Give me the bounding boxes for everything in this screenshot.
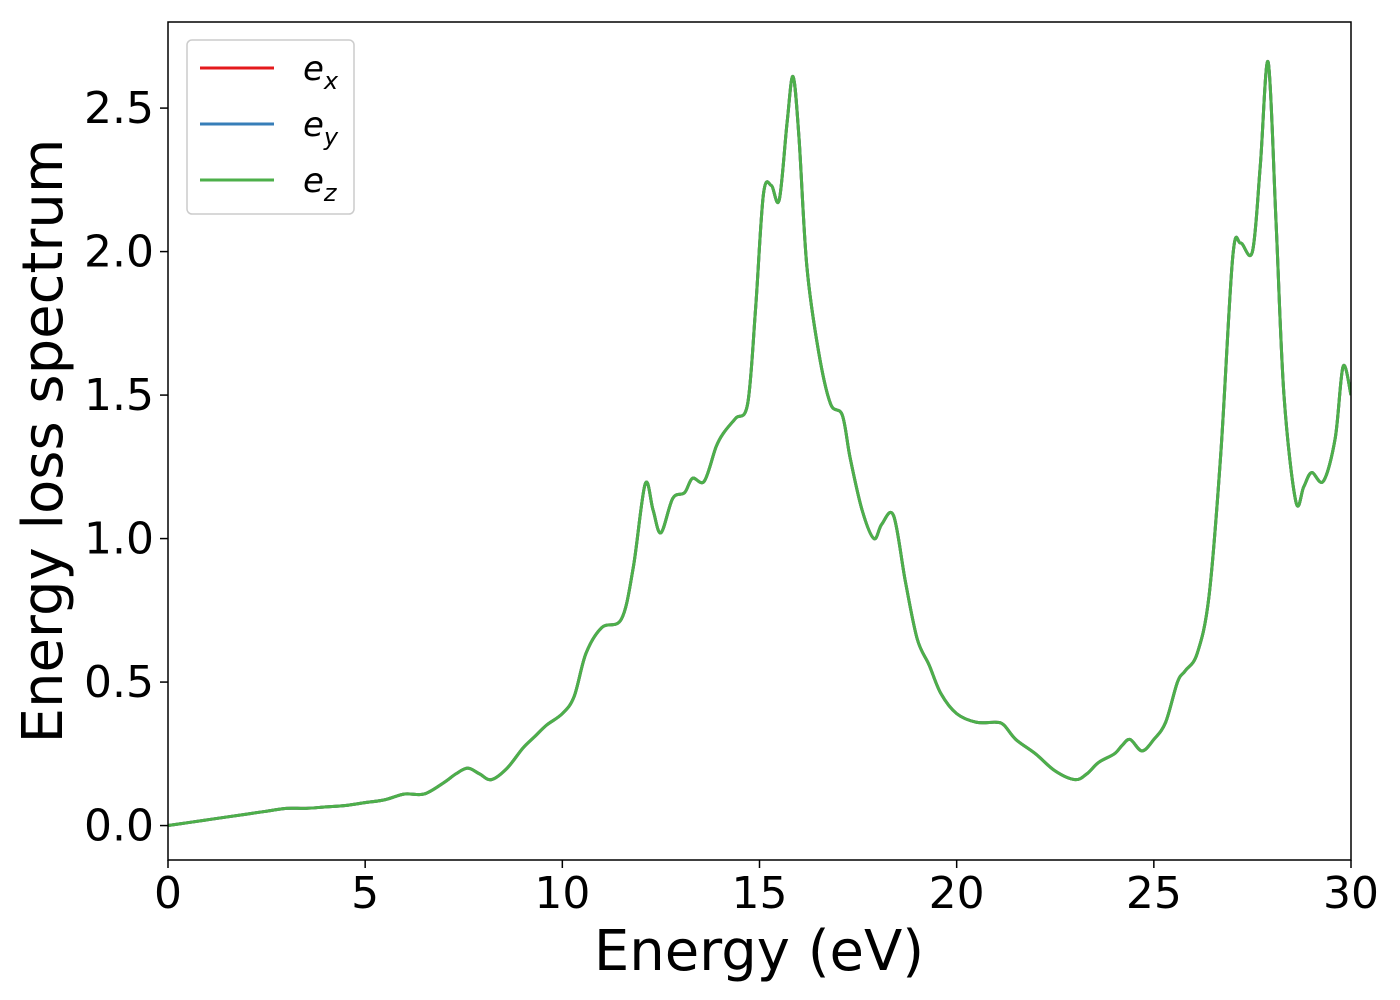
legend-label-subscript: y xyxy=(323,123,339,151)
legend-label-subscript: x xyxy=(323,67,339,95)
x-tick-label: 25 xyxy=(1126,868,1182,919)
x-tick-label: 0 xyxy=(154,868,182,919)
legend-label: ez xyxy=(303,161,338,207)
y-tick-label: 1.5 xyxy=(84,370,154,421)
y-tick-label: 2.5 xyxy=(84,83,154,134)
ticks-layer: 0 5 10 15 20 25 30 0.0 0.5 1.0 1.5 2.0 2.5 xyxy=(84,83,1379,919)
y-axis-label: Energy loss spectrum xyxy=(11,139,76,744)
y-tick-label: 2.0 xyxy=(84,227,154,278)
x-tick-label: 15 xyxy=(732,868,788,919)
legend-label-base: e xyxy=(303,105,324,145)
y-tick-label: 1.0 xyxy=(84,514,154,565)
series-layer xyxy=(168,60,1351,828)
x-tick-label: 10 xyxy=(534,868,590,919)
legend-box xyxy=(186,39,355,215)
x-axis-label: Energy (eV) xyxy=(594,919,924,984)
legend-label: ey xyxy=(303,105,339,151)
y-tick-label: 0.0 xyxy=(84,801,154,852)
legend-label-subscript: z xyxy=(323,179,338,207)
legend-label: ex xyxy=(303,49,339,95)
legend-label-base: e xyxy=(303,161,324,201)
legend-label-base: e xyxy=(303,49,324,89)
x-tick-label: 30 xyxy=(1323,868,1379,919)
x-tick-label: 20 xyxy=(929,868,985,919)
series-line-e-z xyxy=(168,60,1351,828)
y-tick-label: 0.5 xyxy=(84,657,154,708)
x-tick-label: 5 xyxy=(351,868,379,919)
